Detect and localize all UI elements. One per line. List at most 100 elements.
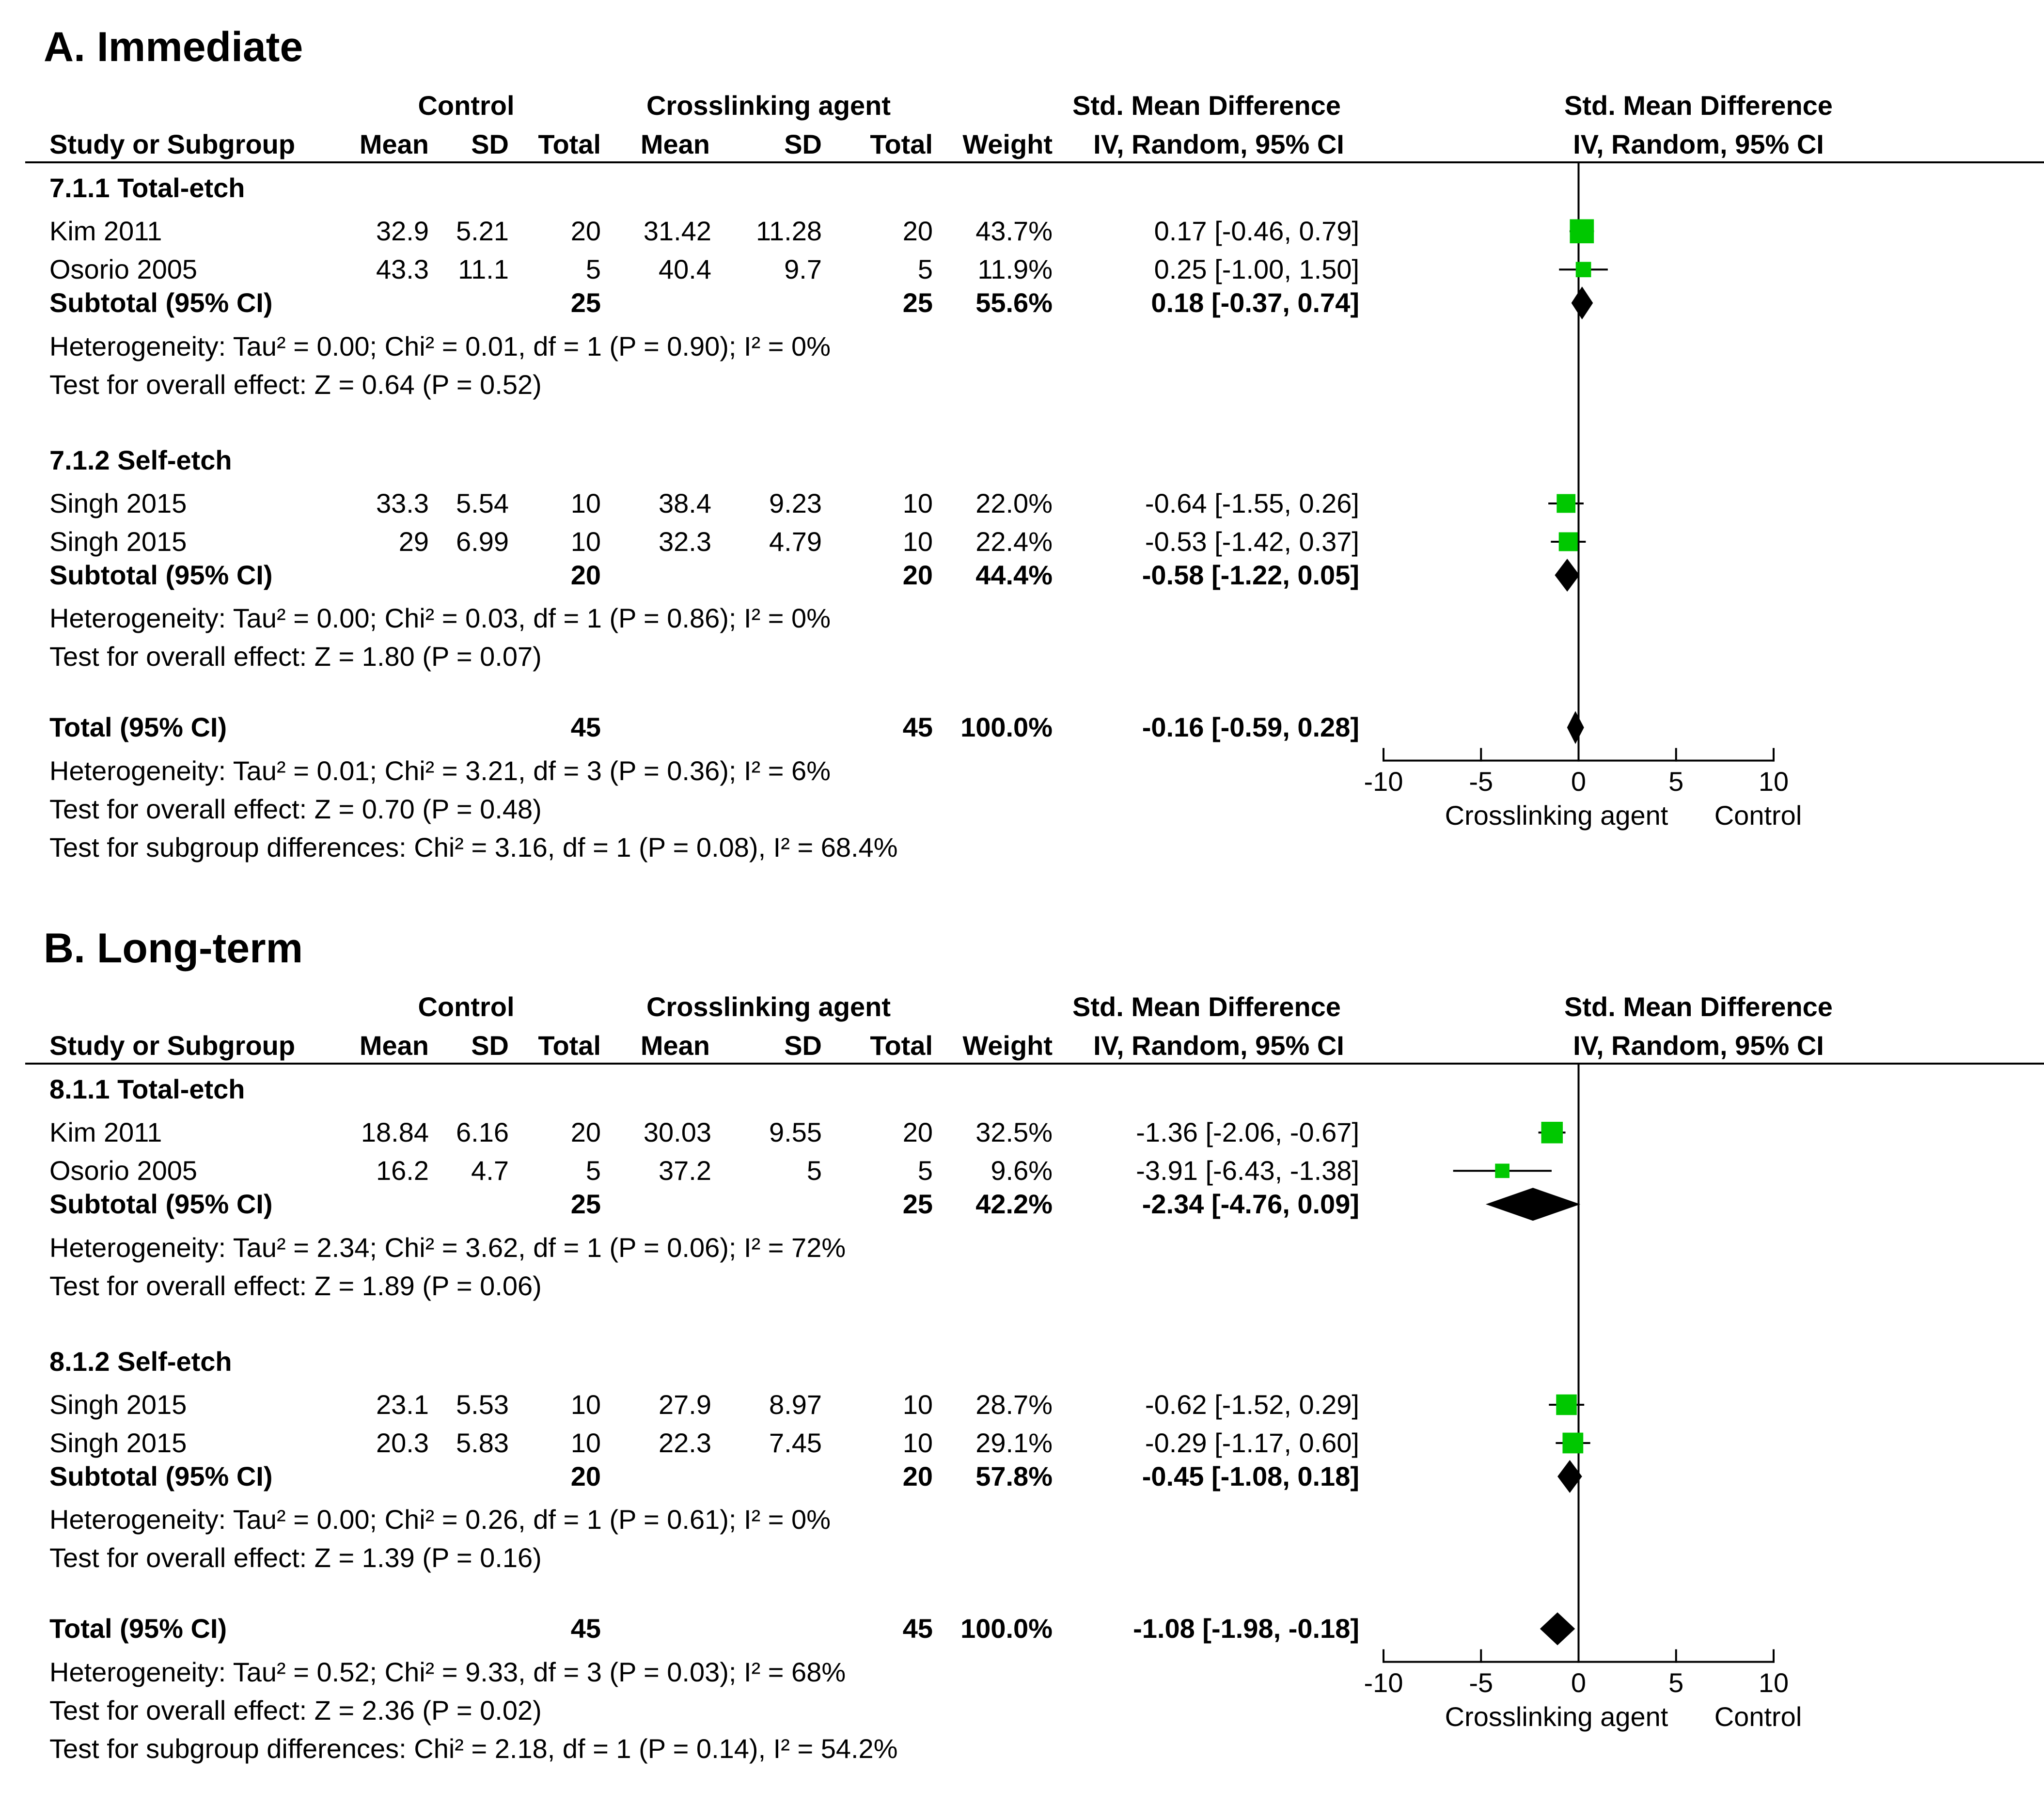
- subtotal-weight: 42.2%: [975, 1189, 1053, 1220]
- study-marker: [1541, 1122, 1563, 1144]
- total-weight: 100.0%: [960, 712, 1053, 743]
- treatment-sd: 8.97: [769, 1389, 822, 1420]
- control-mean: 23.1: [376, 1389, 429, 1420]
- total-diamond: [1567, 711, 1584, 744]
- header-treatment-sd: SD: [784, 1030, 822, 1061]
- subtotal-ci: -0.58 [-1.22, 0.05]: [1142, 559, 1359, 590]
- control-total: 5: [585, 1155, 601, 1186]
- axis-left-label: Crosslinking agent: [1445, 1701, 1668, 1732]
- header-control-total: Total: [538, 1030, 601, 1061]
- control-mean: 16.2: [376, 1155, 429, 1186]
- subtotal-diamond: [1571, 286, 1593, 320]
- footer-stat-text: Heterogeneity: Tau² = 0.01; Chi² = 3.21,…: [49, 755, 831, 786]
- overall-effect-text: Test for overall effect: Z = 1.89 (P = 0…: [49, 1270, 542, 1301]
- study-marker: [1570, 219, 1594, 244]
- x-tick-label: 5: [1668, 766, 1684, 797]
- study-weight: 29.1%: [975, 1427, 1053, 1458]
- treatment-mean: 37.2: [659, 1155, 711, 1186]
- footer-stat-text: Test for subgroup differences: Chi² = 2.…: [49, 1733, 898, 1764]
- study-marker: [1557, 494, 1576, 513]
- panel-title: A. Immediate: [44, 24, 303, 70]
- control-sd: 5.53: [456, 1389, 509, 1420]
- x-tick-label: -5: [1469, 766, 1494, 797]
- study-name: Osorio 2005: [49, 1155, 198, 1186]
- footer-stat-text: Heterogeneity: Tau² = 0.52; Chi² = 9.33,…: [49, 1656, 846, 1687]
- subtotal-control-total: 20: [570, 559, 601, 590]
- overall-effect-text: Test for overall effect: Z = 1.39 (P = 0…: [49, 1542, 542, 1573]
- panel-immediate: A. Immediate Control Crosslinking agent Std…: [0, 0, 2044, 901]
- control-mean: 33.3: [376, 487, 429, 518]
- subtotal-ci: -0.45 [-1.08, 0.18]: [1142, 1460, 1359, 1491]
- study-marker: [1575, 262, 1591, 278]
- treatment-sd: 9.7: [784, 254, 822, 285]
- header-smd-plot: Std. Mean Difference: [1564, 991, 1833, 1022]
- header-control-mean: Mean: [359, 129, 429, 159]
- heterogeneity-text: Heterogeneity: Tau² = 2.34; Chi² = 3.62,…: [49, 1232, 846, 1263]
- treatment-mean: 27.9: [659, 1389, 711, 1420]
- study-ci: -1.36 [-2.06, -0.67]: [1136, 1117, 1359, 1148]
- treatment-total: 10: [902, 1389, 933, 1420]
- control-total: 10: [570, 487, 601, 518]
- header-treatment-mean: Mean: [640, 1030, 710, 1061]
- panel-title: B. Long-term: [44, 925, 303, 972]
- total-treatment-total: 45: [902, 712, 933, 743]
- heterogeneity-text: Heterogeneity: Tau² = 0.00; Chi² = 0.03,…: [49, 603, 831, 634]
- subtotal-treatment-total: 20: [902, 559, 933, 590]
- control-sd: 5.83: [456, 1427, 509, 1458]
- subtotal-treatment-total: 20: [902, 1460, 933, 1491]
- control-total: 5: [585, 254, 601, 285]
- control-sd: 11.1: [458, 254, 509, 285]
- study-ci: 0.17 [-0.46, 0.79]: [1154, 216, 1359, 247]
- subtotal-label: Subtotal (95% CI): [49, 1460, 273, 1491]
- treatment-total: 5: [917, 1155, 933, 1186]
- x-tick-label: -10: [1364, 1667, 1403, 1698]
- header-control-mean: Mean: [359, 1030, 429, 1061]
- overall-effect-text: Test for overall effect: Z = 1.80 (P = 0…: [49, 641, 542, 672]
- study-ci: -0.62 [-1.52, 0.29]: [1145, 1389, 1359, 1420]
- header-weight: Weight: [962, 129, 1053, 159]
- header-study: Study or Subgroup: [49, 129, 296, 159]
- subgroup-label: 7.1.1 Total-etch: [49, 173, 245, 203]
- header-smd-plot: Std. Mean Difference: [1564, 90, 1833, 121]
- subtotal-control-total: 20: [570, 1460, 601, 1491]
- heterogeneity-text: Heterogeneity: Tau² = 0.00; Chi² = 0.26,…: [49, 1504, 831, 1535]
- treatment-mean: 40.4: [659, 254, 711, 285]
- axis-left-label: Crosslinking agent: [1445, 800, 1668, 831]
- x-tick-label: 10: [1758, 766, 1789, 797]
- treatment-mean: 31.42: [643, 216, 711, 247]
- header-ci: IV, Random, 95% CI: [1093, 129, 1344, 159]
- study-weight: 22.0%: [975, 487, 1053, 518]
- study-ci: 0.25 [-1.00, 1.50]: [1154, 254, 1359, 285]
- subtotal-label: Subtotal (95% CI): [49, 1189, 273, 1220]
- header-crosslinking-agent: Crosslinking agent: [646, 90, 891, 121]
- header-control-total: Total: [538, 129, 601, 159]
- total-weight: 100.0%: [960, 1613, 1053, 1644]
- treatment-total: 10: [902, 1427, 933, 1458]
- header-smd-column: Std. Mean Difference: [1072, 991, 1341, 1022]
- forest-plot-area: [1383, 161, 1775, 762]
- treatment-sd: 11.28: [756, 216, 822, 247]
- subtotal-ci: -2.34 [-4.76, 0.09]: [1142, 1189, 1359, 1220]
- footer-stat-text: Test for subgroup differences: Chi² = 3.…: [49, 832, 898, 863]
- header-plot-ci: IV, Random, 95% CI: [1573, 129, 1824, 159]
- study-ci: -0.64 [-1.55, 0.26]: [1145, 487, 1359, 518]
- subgroup-label: 7.1.2 Self-etch: [49, 444, 232, 475]
- header-treatment-total: Total: [870, 1030, 933, 1061]
- x-tick-label: 10: [1758, 1667, 1789, 1698]
- total-label: Total (95% CI): [49, 1613, 227, 1644]
- header-ci: IV, Random, 95% CI: [1093, 1030, 1344, 1061]
- axis-right-label: Control: [1714, 800, 1802, 831]
- study-weight: 43.7%: [975, 216, 1053, 247]
- header-control-sd: SD: [471, 1030, 509, 1061]
- x-tick-label: 5: [1668, 1667, 1684, 1698]
- header-rule: [25, 1063, 2044, 1065]
- treatment-total: 20: [902, 216, 933, 247]
- study-name: Kim 2011: [49, 216, 162, 247]
- header-weight: Weight: [962, 1030, 1053, 1061]
- header-control: Control: [418, 90, 515, 121]
- study-name: Singh 2015: [49, 487, 187, 518]
- study-weight: 11.9%: [977, 254, 1053, 285]
- study-name: Kim 2011: [49, 1117, 162, 1148]
- header-control: Control: [418, 991, 515, 1022]
